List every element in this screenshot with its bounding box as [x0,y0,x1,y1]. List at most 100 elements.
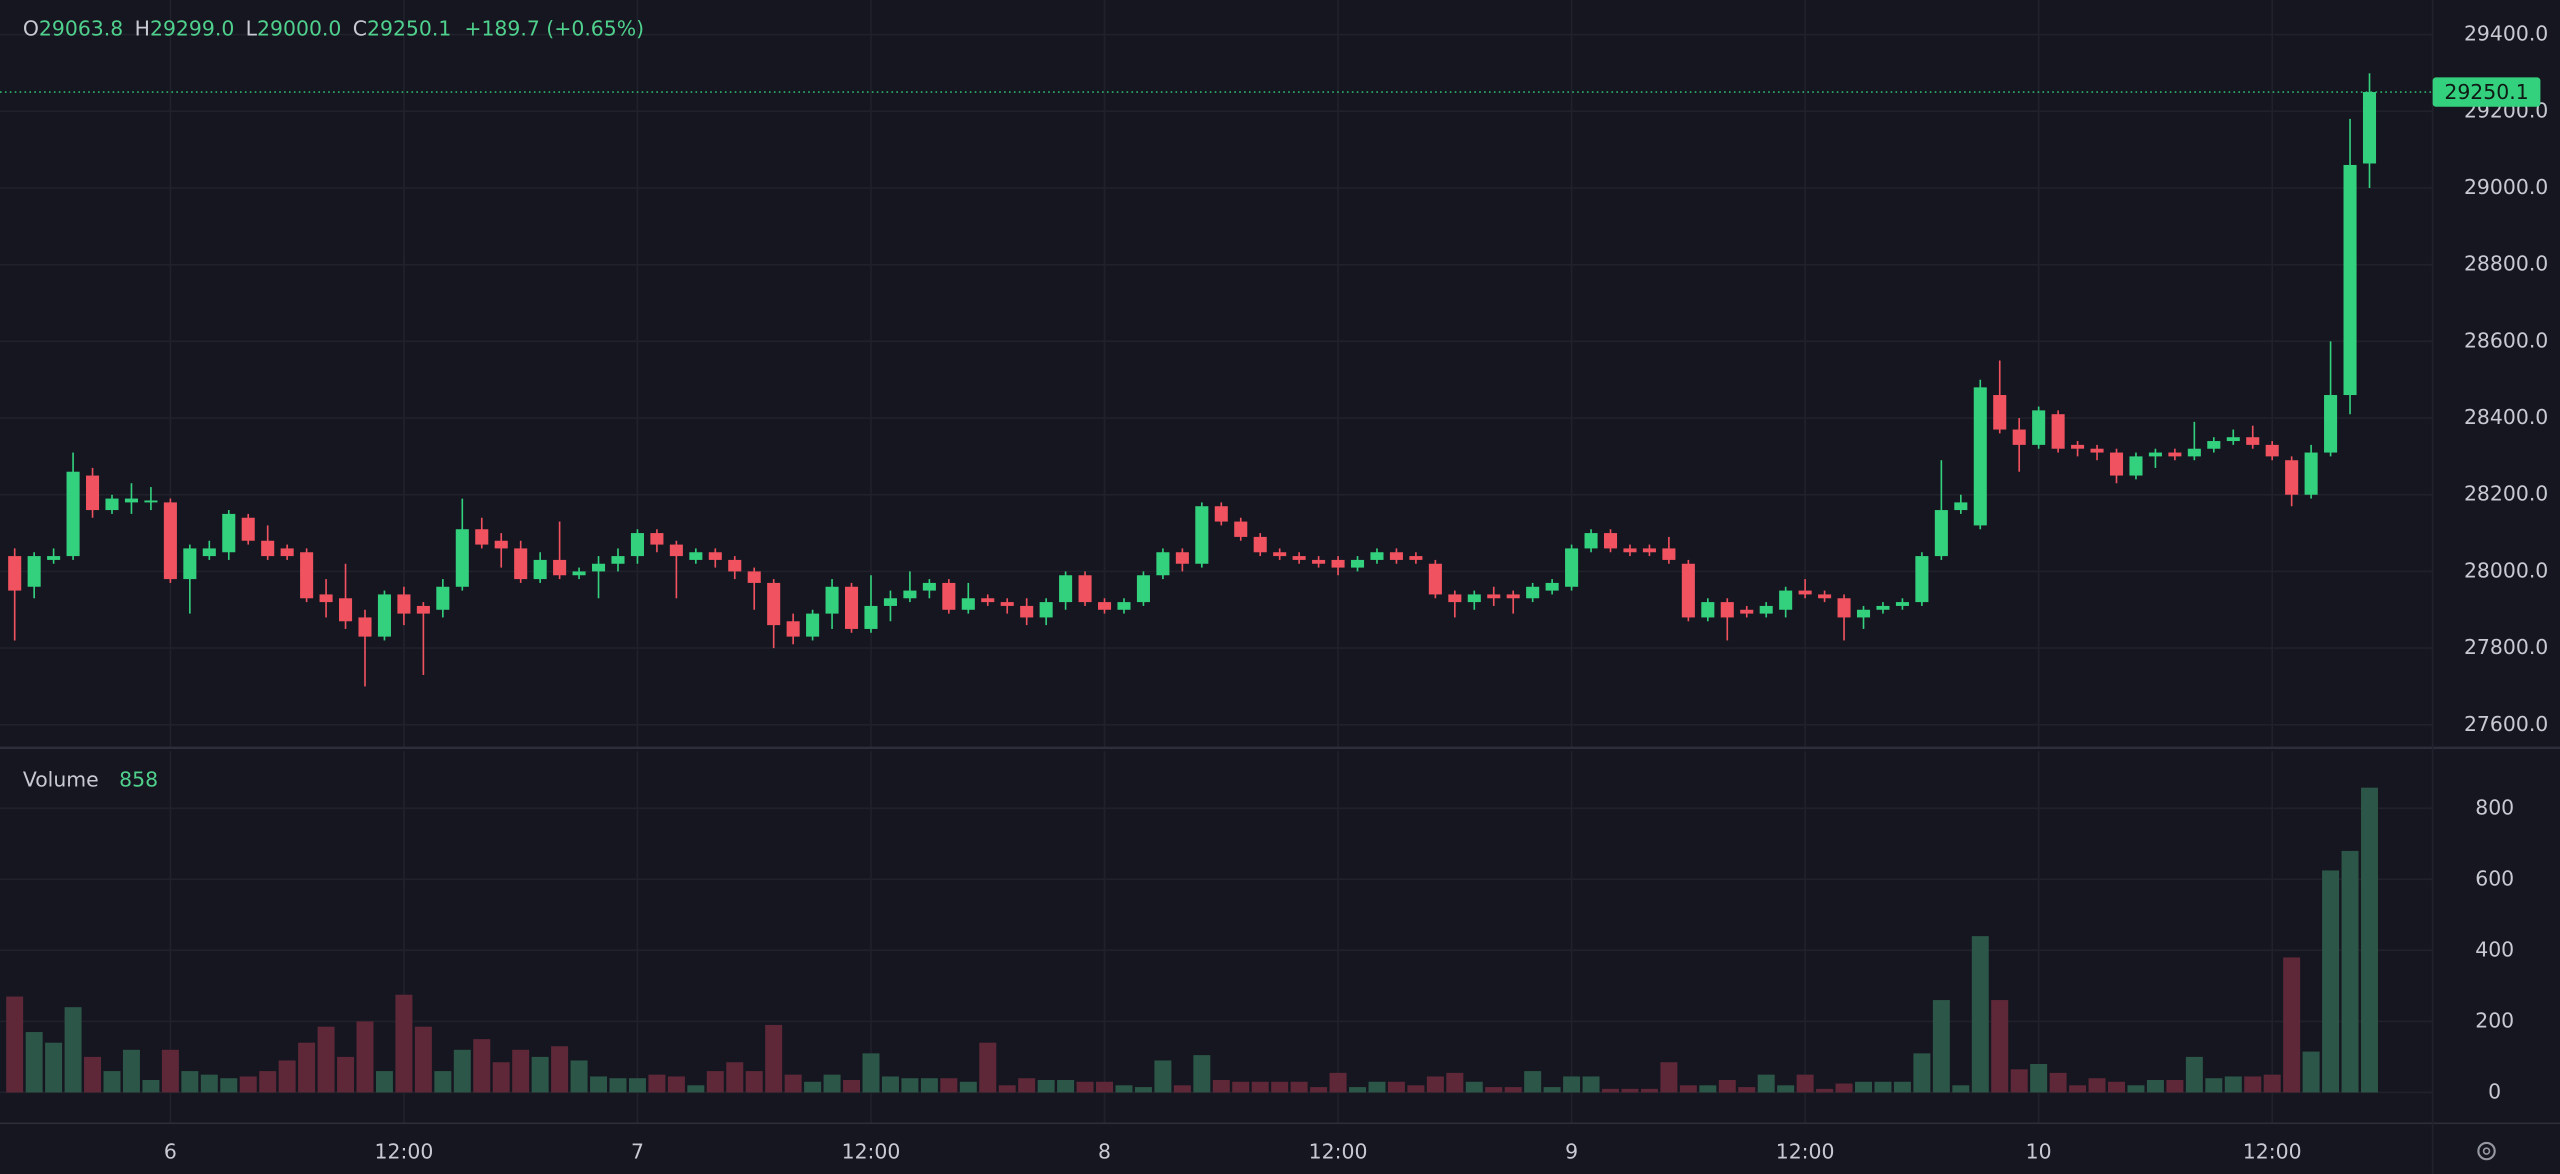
x-tick-label: 7 [631,1140,644,1164]
volume-bar [453,1049,471,1093]
candle-body [630,533,644,557]
settings-icon[interactable] [2477,1141,2496,1161]
volume-bar [259,1071,277,1093]
volume-bar [1193,1055,1211,1093]
legend-key: L [246,16,258,40]
volume-bar [512,1049,530,1093]
candle-body [981,598,995,603]
volume-bar [2069,1085,2087,1093]
x-tick-label: 9 [1565,1140,1578,1164]
volume-bar [1134,1087,1152,1093]
candle-body [786,621,800,637]
candle-body [728,559,742,572]
volume-bar [1679,1085,1697,1093]
candle-body [1078,575,1092,603]
candle-body [1623,548,1637,553]
candle-body [1389,552,1403,560]
volume-bar [959,1081,977,1093]
volume-bar [2049,1072,2067,1093]
candle-body [2246,437,2260,445]
candle-body [339,598,353,622]
candle-body [1526,586,1540,599]
candle-body [689,552,703,560]
legend-value: 29299.0 [150,16,234,40]
volume-last: 858 [119,767,158,791]
volume-bar [1310,1087,1328,1093]
candle-body [202,548,216,557]
ohlc-legend: O29063.8 H29299.0 L29000.0 C29250.1 +189… [23,16,644,40]
last-price-label: 29250.1 [2444,80,2528,104]
volume-bar [1096,1081,1114,1093]
volume-bar [2302,1051,2320,1093]
volume-bar [1855,1081,1872,1093]
volume-bar [200,1074,218,1093]
volume-bar [648,1074,666,1093]
legend-key: O [23,16,39,40]
candle-body [416,605,430,614]
candle-body [163,502,177,580]
volume-bar [706,1071,724,1093]
volume-bar [1037,1079,1055,1093]
legend-key: H [135,16,150,40]
last-price-tag [2432,77,2541,107]
volume-bar [2127,1085,2145,1093]
candle-body [1059,575,1073,603]
volume-bar [979,1042,997,1093]
volume-bar [2166,1079,2184,1093]
volume-bar [220,1078,238,1093]
volume-bar [1368,1081,1386,1093]
candle-body [572,571,586,576]
candle-body [319,594,333,603]
candle-body [222,513,236,553]
candle-body [47,556,61,560]
candle-body [1720,602,1734,618]
volume-bar [1563,1076,1581,1093]
volume-bar [745,1071,763,1093]
candle-body [1740,609,1754,614]
volume-tick-label: 800 [2475,795,2514,819]
x-tick-label: 12:00 [1776,1140,1835,1164]
candle-body [397,594,411,614]
candle-body [611,556,625,564]
volume-bar [2361,787,2378,1093]
candle-body [1603,533,1618,549]
x-tick-label: 12:00 [2243,1140,2302,1164]
volume-bar [628,1078,646,1093]
volume-bar [1621,1088,1639,1093]
volume-bar [1660,1062,1678,1093]
candle-body [494,540,508,549]
volume-bar [64,1007,82,1093]
candle-body [144,500,158,503]
candle-body [1759,605,1773,614]
volume-bar [2224,1076,2242,1093]
x-tick-label: 12:00 [842,1140,901,1164]
candle-body [1487,594,1501,599]
candle-body [1565,548,1579,587]
candle-body [1156,552,1170,576]
candle-body [961,598,975,610]
volume-bar [726,1062,744,1093]
x-tick-label: 12:00 [375,1140,434,1164]
candle-body [1409,556,1423,560]
y-tick-label: 28000.0 [2464,558,2548,582]
y-tick-label: 28400.0 [2464,405,2548,429]
volume-bar [1757,1074,1775,1093]
candle-body [747,571,761,583]
candle-body [514,548,528,580]
volume-bar [920,1078,938,1093]
settings-gear[interactable] [2477,1141,2496,1161]
candle-body [1993,395,2007,430]
volume-bar [298,1042,316,1093]
y-tick-label: 28600.0 [2464,328,2548,352]
candle-body [2324,395,2338,453]
volume-bar [395,994,413,1093]
candle-body [669,544,683,557]
volume-bar [1057,1079,1075,1093]
settings-gear-center[interactable] [2482,1147,2491,1155]
candle-body [1234,521,1248,537]
volume-bar [531,1056,549,1093]
volume-bar [103,1071,121,1093]
candle-body [1370,552,1384,560]
volume-bar [142,1079,160,1093]
